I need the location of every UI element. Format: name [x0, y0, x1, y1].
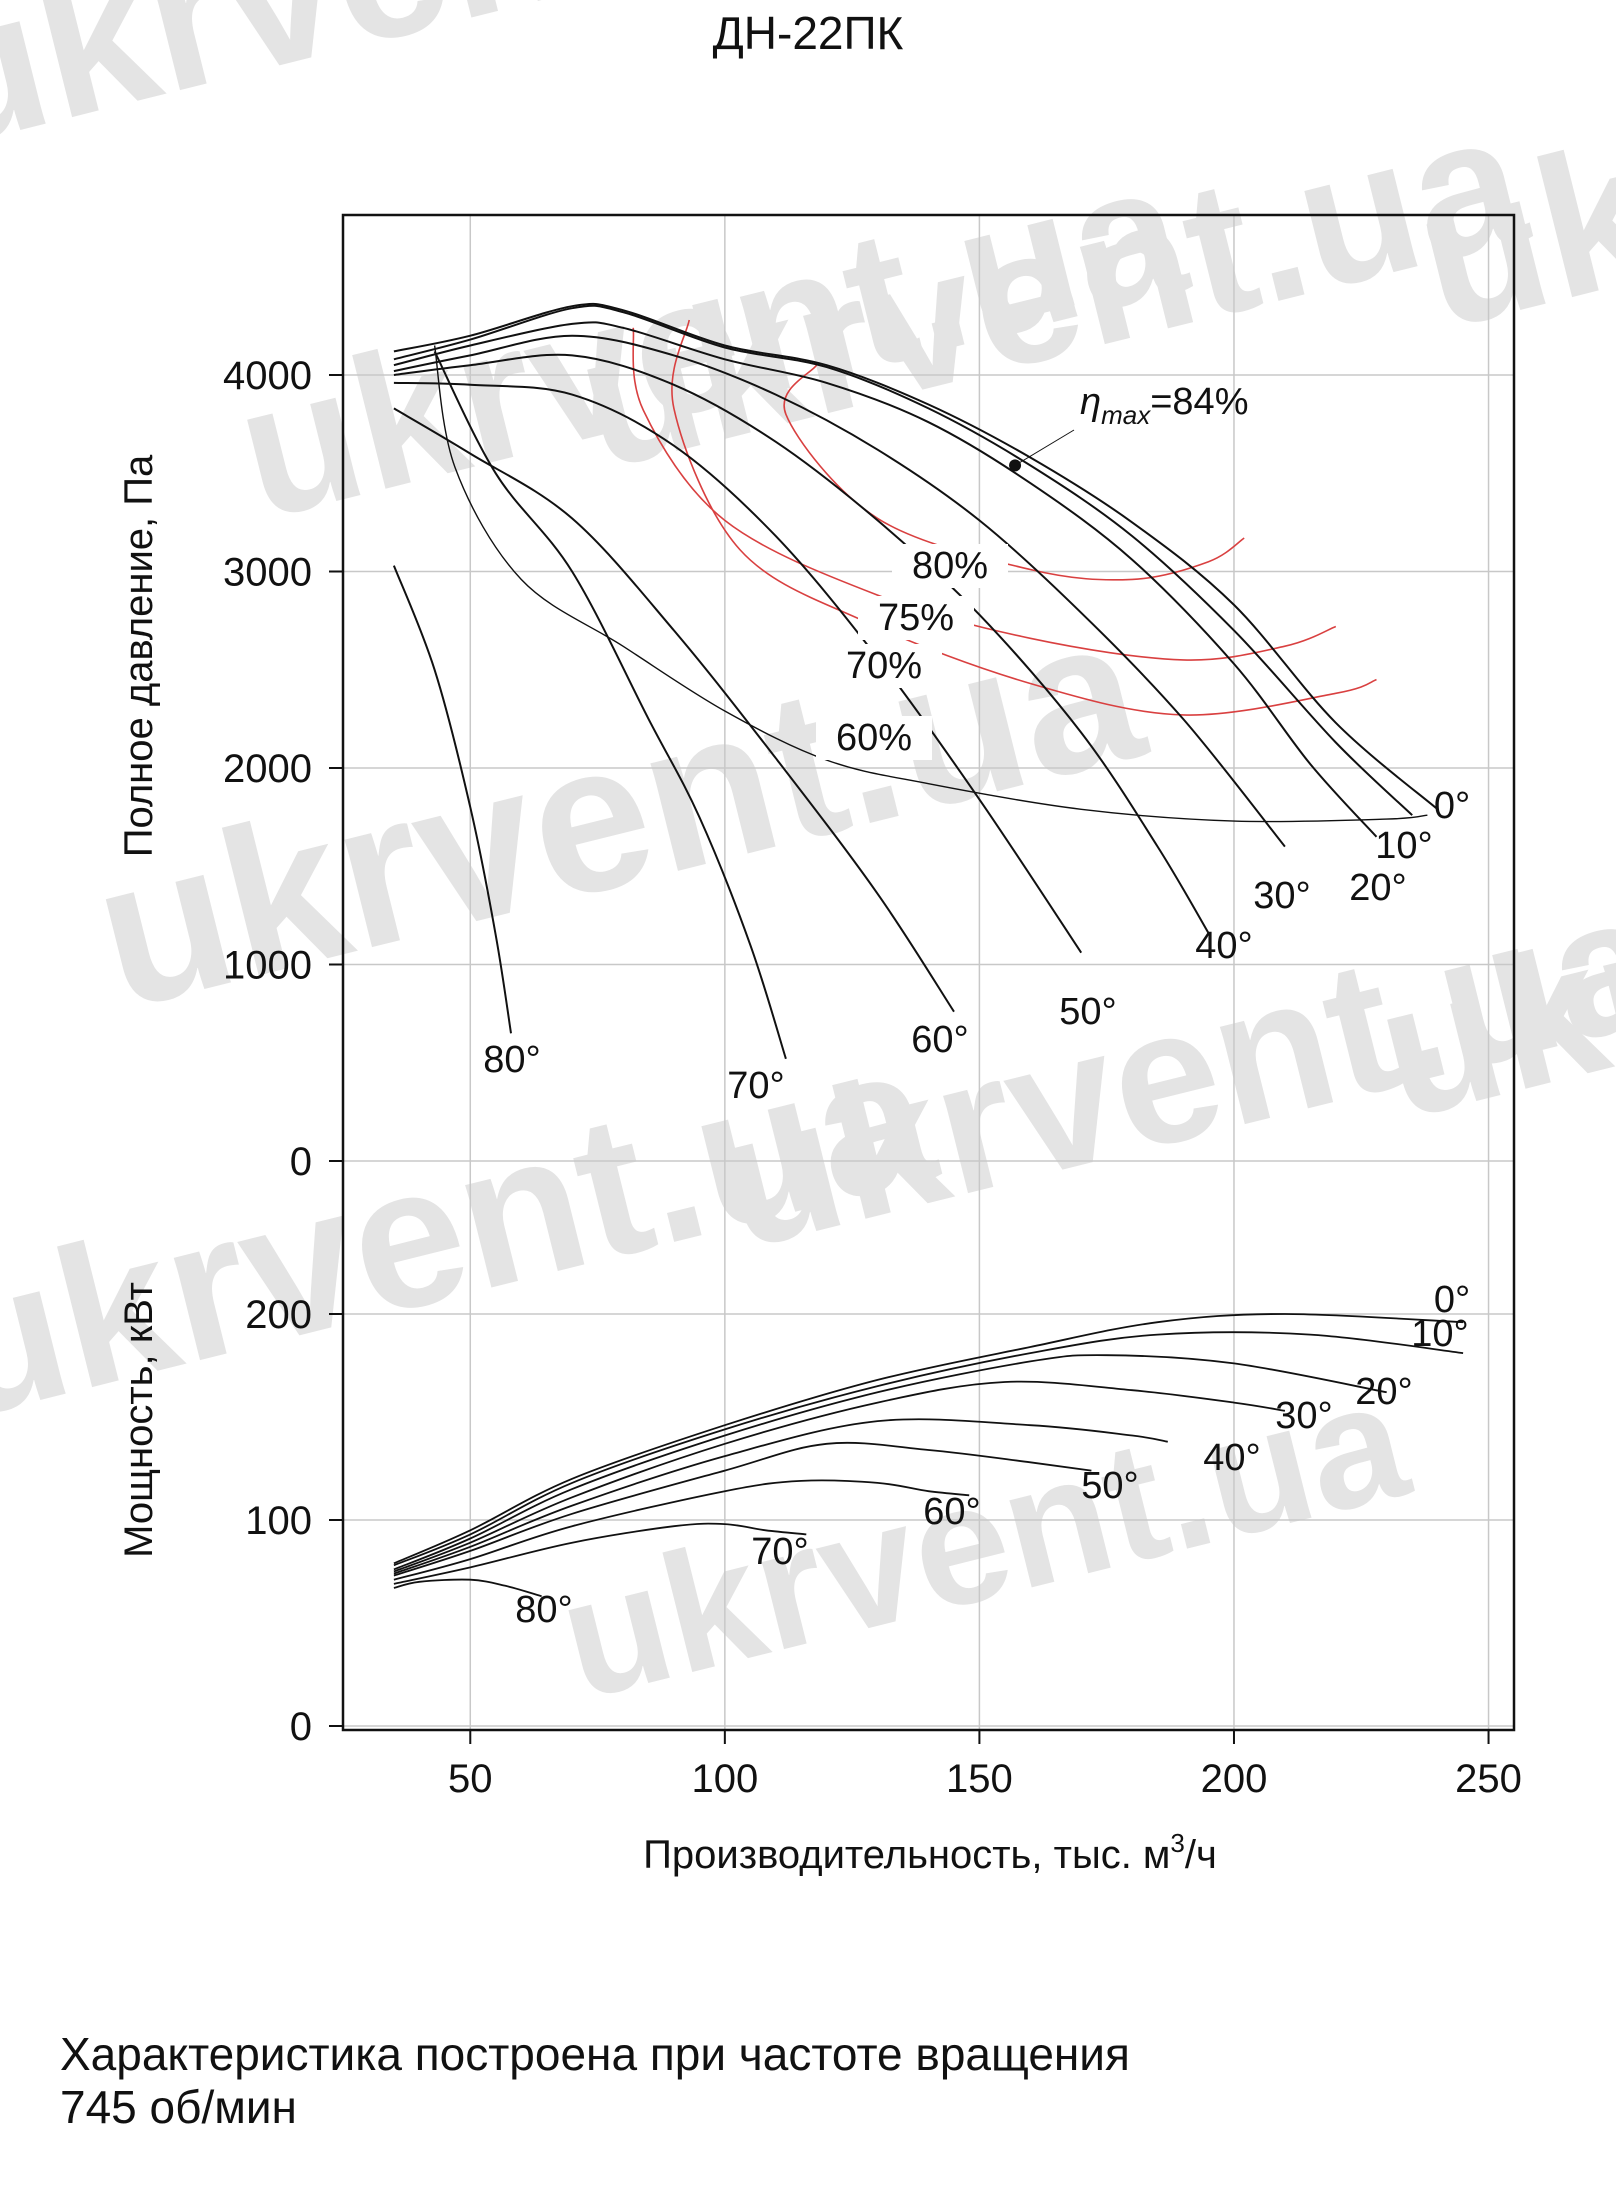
efficiency-curve: [433, 345, 1428, 823]
pressure-curve-label: 20°: [1349, 867, 1406, 909]
eta-max-label: ηmax=84%: [1080, 381, 1248, 430]
pressure-curve-label: 30°: [1253, 875, 1310, 917]
pressure-curve-label: 40°: [1195, 925, 1252, 967]
pressure-curve: [393, 381, 1083, 954]
pressure-curve: [392, 565, 512, 1034]
pressure-curve: [393, 334, 1286, 848]
pressure-curve-label: 70°: [727, 1065, 784, 1107]
pressure-curve-label: 0°: [1434, 785, 1470, 827]
power-curve: [393, 1418, 1168, 1575]
eta-value: =84%: [1150, 381, 1248, 423]
chart-title: ДН-22ПК: [712, 7, 904, 59]
efficiency-label: 60%: [836, 717, 912, 759]
power-curve-label: 70°: [751, 1531, 808, 1573]
pressure-curve: [433, 350, 787, 1060]
pressure-curve-label: 10°: [1375, 825, 1432, 867]
y-tick-label-pressure: 2000: [223, 747, 312, 791]
x-axis-label-sup: 3: [1170, 1828, 1184, 1858]
pressure-curve: [393, 302, 1439, 811]
x-tick-label: 200: [1201, 1757, 1268, 1801]
y-axis-label-power: Мощность, кВт: [117, 1282, 161, 1558]
efficiency-label-bg: [858, 596, 974, 640]
power-curve-label: 10°: [1411, 1313, 1468, 1355]
power-curve: [393, 1313, 1464, 1565]
efficiency-label: 70%: [846, 645, 922, 687]
watermark-text: ukrvent.ua: [1396, 0, 1616, 372]
curve-labels: 60%70%75%80%0°10°20°30°40°50°60°70°80°0°…: [483, 429, 1470, 1631]
y-tick-label-pressure: 4000: [223, 354, 312, 398]
y-tick-label-power: 0: [290, 1705, 312, 1749]
power-curve: [393, 1380, 1286, 1573]
y-tick-label-pressure: 1000: [223, 944, 312, 988]
power-curve-label: 20°: [1355, 1371, 1412, 1413]
eta-subscript: max: [1101, 400, 1151, 430]
power-curve: [393, 1479, 970, 1581]
power-curve: [393, 1578, 542, 1598]
watermark-text: ukrvent.ua: [0, 0, 934, 192]
grid-layer: [343, 215, 1514, 1730]
plot-frame: [341, 213, 1516, 1732]
power-curve-label: 30°: [1275, 1395, 1332, 1437]
eta-max-point: [1009, 459, 1022, 472]
footnote-line-2: 745 об/мин: [60, 2081, 297, 2134]
power-curve-label: 50°: [1081, 1465, 1138, 1507]
pressure-curves: [392, 302, 1439, 1060]
eta-symbol: η: [1080, 381, 1101, 423]
efficiency-curve: [783, 364, 1245, 581]
x-axis-label: Производительность, тыс. м3/ч: [643, 1828, 1217, 1877]
pressure-curve: [393, 407, 955, 1013]
x-axis-label-tail: /ч: [1185, 1833, 1217, 1877]
pressure-curve-label: 60°: [911, 1019, 968, 1061]
power-curve: [393, 1441, 1092, 1577]
pressure-curve: [393, 353, 1210, 934]
efficiency-label-bg: [826, 644, 942, 688]
power-curve-label: 60°: [923, 1491, 980, 1533]
eta-leader-line: [1014, 429, 1075, 466]
power-curve-label: 80°: [515, 1589, 572, 1631]
y-tick-label-power: 200: [245, 1293, 312, 1337]
power-curve: [393, 1522, 807, 1585]
power-curve: [393, 1354, 1387, 1571]
efficiency-label-bg: [892, 544, 1008, 588]
efficiency-label: 80%: [912, 545, 988, 587]
power-curve-label: 0°: [1434, 1279, 1470, 1321]
power-curves: [393, 1313, 1464, 1598]
footnote-line-1: Характеристика построена при частоте вра…: [60, 2028, 1130, 2080]
pressure-curve: [393, 304, 1413, 816]
pressure-curve-label: 80°: [483, 1039, 540, 1081]
fan-performance-chart: ukrvent.uaukrvent.uaukrvent.uaukrvent.ua…: [0, 0, 1616, 1877]
x-tick-label: 150: [946, 1757, 1013, 1801]
pressure-curve: [393, 321, 1378, 838]
x-tick-label: 50: [448, 1757, 493, 1801]
x-tick-label: 100: [691, 1757, 758, 1801]
x-axis-label-main: Производительность, тыс. м: [643, 1833, 1170, 1877]
x-tick-label: 250: [1455, 1757, 1522, 1801]
y-tick-label-pressure: 0: [290, 1140, 312, 1184]
footnote: Характеристика построена при частоте вра…: [60, 2028, 1130, 2135]
power-curve-label: 40°: [1203, 1437, 1260, 1479]
axis-ticks: 50 100 150 200 250 0 1000 2000 3000 4000 0 100 200: [223, 354, 1522, 1801]
y-tick-label-pressure: 3000: [223, 551, 312, 595]
power-curve: [393, 1331, 1464, 1567]
y-axis-label-pressure: Полное давление, Па: [117, 454, 161, 857]
efficiency-label: 75%: [878, 597, 954, 639]
efficiency-label-bg: [816, 716, 932, 760]
pressure-curve-label: 50°: [1059, 991, 1116, 1033]
y-tick-label-power: 100: [245, 1499, 312, 1543]
